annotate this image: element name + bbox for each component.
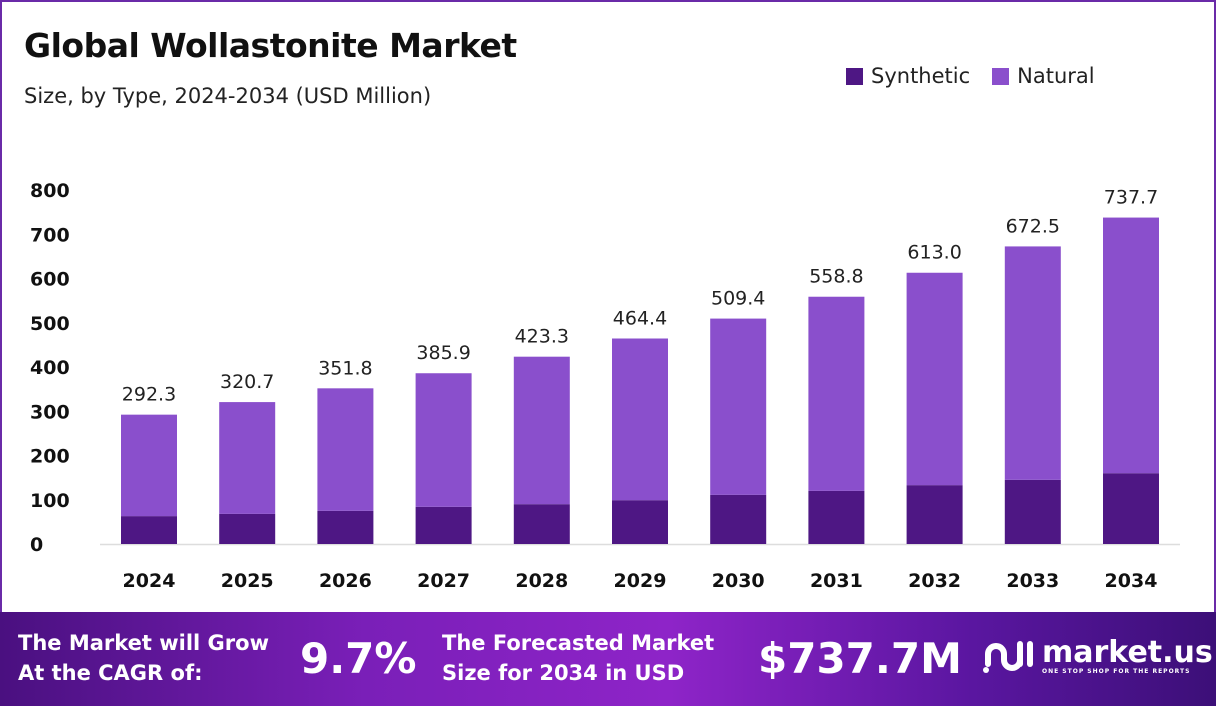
bar-synthetic-2034 [1103, 473, 1159, 544]
forecast-value: $737.7M [758, 634, 962, 683]
bar-natural-2030 [710, 318, 767, 495]
x-tick-label: 2029 [614, 570, 667, 592]
data-label-total: 292.3 [122, 384, 176, 406]
legend-item-natural: Natural [992, 64, 1095, 88]
bar-natural-2026 [317, 388, 374, 511]
bar-synthetic-2025 [219, 513, 276, 544]
data-label-total: 613.0 [907, 242, 961, 264]
y-tick-label: 200 [30, 446, 70, 468]
bar-synthetic-2027 [415, 506, 472, 544]
data-label-total: 464.4 [613, 308, 667, 330]
y-tick-label: 800 [30, 180, 70, 202]
y-tick-label: 500 [30, 313, 70, 335]
x-tick-label: 2033 [1006, 570, 1059, 592]
y-tick-label: 100 [30, 490, 70, 512]
legend-label: Synthetic [871, 64, 971, 88]
bar-synthetic-2032 [906, 485, 963, 544]
bar-synthetic-2033 [1004, 479, 1061, 544]
x-tick-label: 2031 [810, 570, 863, 592]
data-label-total: 737.7 [1104, 187, 1158, 209]
bar-synthetic-2026 [317, 510, 374, 544]
data-label-total: 351.8 [318, 357, 372, 379]
bar-natural-2027 [415, 373, 472, 507]
forecast-label-line: Size for 2034 in USD [442, 661, 685, 685]
logo-icon [983, 641, 1033, 673]
data-label-total: 509.4 [711, 288, 765, 310]
data-label-total: 423.3 [515, 326, 569, 348]
bar-chart: 0 100 200 300 400 500 600 700 800 292.3 2024 320.7 2… [30, 180, 1180, 592]
bar-natural-2029 [612, 338, 668, 501]
bar-synthetic-2028 [513, 504, 570, 544]
chart-subtitle: Size, by Type, 2024-2034 (USD Million) [24, 84, 432, 108]
cagr-label: The Market will Grow At the CAGR of: [18, 628, 269, 688]
bar-natural-2025 [219, 402, 276, 514]
chart-title: Global Wollastonite Market [24, 26, 517, 65]
y-tick-label: 700 [30, 224, 70, 246]
bar-natural-2034 [1103, 217, 1159, 474]
market-us-logo: market.us ONE STOP SHOP FOR THE REPORTS [980, 636, 1213, 676]
bar-natural-2031 [808, 296, 865, 491]
cagr-value: 9.7% [300, 634, 417, 683]
legend-item-synthetic: Synthetic [846, 64, 970, 88]
bar-synthetic-2030 [710, 494, 767, 544]
x-tick-label: 2032 [908, 570, 961, 592]
legend: Synthetic Natural [846, 64, 1095, 88]
bar-synthetic-2029 [612, 500, 668, 544]
cagr-label-line: The Market will Grow [18, 631, 269, 655]
data-label-total: 558.8 [809, 266, 863, 288]
data-label-total: 320.7 [220, 371, 274, 393]
summary-banner: The Market will Grow At the CAGR of: 9.7%… [0, 612, 1216, 706]
y-tick-label: 600 [30, 269, 70, 291]
bar-natural-2028 [513, 356, 570, 505]
y-tick-label: 0 [30, 534, 43, 556]
data-label-total: 385.9 [416, 342, 470, 364]
x-tick-label: 2028 [515, 570, 568, 592]
x-tick-label: 2030 [712, 570, 765, 592]
bar-synthetic-2031 [808, 490, 865, 544]
x-tick-label: 2026 [319, 570, 372, 592]
bar-natural-2032 [906, 272, 963, 486]
logo-tagline: ONE STOP SHOP FOR THE REPORTS [1042, 667, 1191, 675]
cagr-label-line: At the CAGR of: [18, 661, 203, 685]
forecast-label: The Forecasted Market Size for 2034 in US… [442, 628, 714, 688]
logo-name: market.us [1042, 634, 1213, 670]
forecast-label-line: The Forecasted Market [442, 631, 715, 655]
bar-natural-2033 [1004, 246, 1061, 480]
legend-swatch-natural [992, 67, 1010, 85]
x-tick-label: 2025 [221, 570, 274, 592]
y-tick-label: 400 [30, 357, 70, 379]
legend-swatch-synthetic [846, 67, 863, 85]
x-tick-label: 2034 [1105, 570, 1158, 592]
legend-label: Natural [1017, 64, 1095, 88]
bar-synthetic-2024 [121, 516, 177, 544]
x-tick-label: 2027 [417, 570, 470, 592]
data-label-total: 672.5 [1006, 215, 1060, 237]
bar-natural-2024 [121, 414, 177, 517]
y-tick-label: 300 [30, 401, 70, 423]
x-tick-label: 2024 [123, 570, 176, 592]
